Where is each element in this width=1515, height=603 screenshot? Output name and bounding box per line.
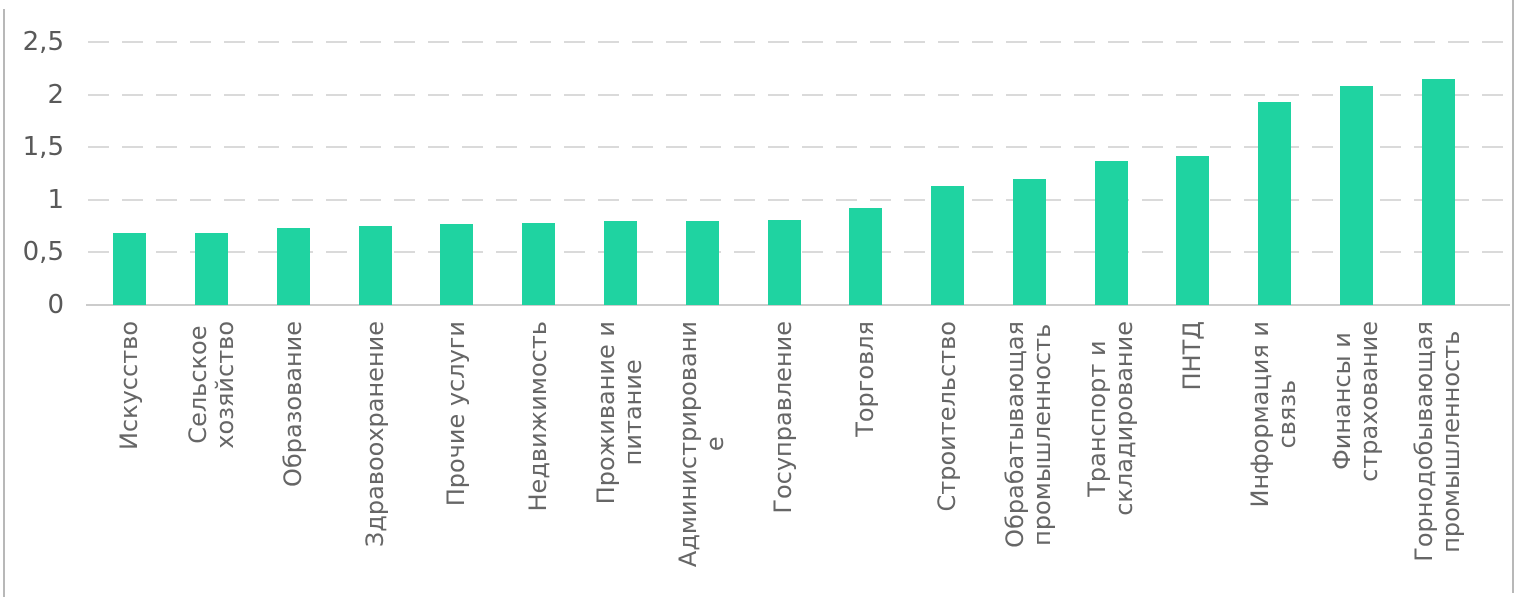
bar-cell [1070, 42, 1152, 305]
x-label-cell: Информация и связь [1234, 321, 1316, 508]
x-category-label: Недвижимость [524, 321, 553, 512]
x-label-cell: Сельское хозяйство [171, 321, 253, 449]
bar [849, 208, 883, 305]
bar [767, 219, 801, 305]
y-tick-label: 1,5 [22, 132, 64, 163]
x-category-label: Госуправление [769, 321, 798, 514]
y-tick-label: 2,5 [22, 27, 64, 57]
gridline [88, 146, 1509, 149]
bar-cell [907, 42, 989, 305]
bar [522, 222, 556, 305]
bars-row [89, 42, 1479, 305]
bar-cell [825, 42, 907, 305]
x-label-cell: Проживание и питание [580, 321, 662, 504]
x-category-label: Финансы и страхование [1328, 321, 1384, 482]
bar [1339, 86, 1373, 305]
y-tick-label: 0,5 [22, 237, 64, 268]
bar [1421, 78, 1455, 305]
x-label-cell: Обрабатывающая промышленность [988, 321, 1070, 548]
bar-cell [171, 42, 253, 305]
x-category-label: Транспорт и складирование [1082, 321, 1139, 516]
bar [195, 233, 229, 305]
x-category-label: Здравоохранение [360, 321, 389, 548]
gridline [88, 41, 1509, 43]
x-category-label: Прочие услуги [442, 321, 471, 507]
card-border-left [3, 9, 5, 597]
bar-cell [416, 42, 498, 305]
x-label-cell: Образование [253, 321, 335, 487]
x-category-label: Торговля [851, 321, 880, 437]
x-label-cell: Финансы и страхование [1315, 321, 1397, 482]
x-label-cell: Недвижимость [498, 321, 580, 511]
x-category-label: Проживание и питание [592, 321, 648, 505]
bar [685, 220, 719, 305]
x-category-label: Информация и связь [1246, 321, 1302, 508]
y-tick-label: 1 [47, 184, 64, 215]
bar [1176, 155, 1210, 305]
x-label-cell: Искусство [89, 321, 171, 450]
bar [1094, 160, 1128, 305]
gridline [88, 93, 1509, 96]
bar-cell [1152, 42, 1234, 305]
x-label-cell: Госуправление [743, 321, 825, 514]
bar-cell [580, 42, 662, 305]
x-axis-line [86, 304, 1510, 306]
bar-cell [1315, 42, 1397, 305]
x-category-label: ПНТД [1178, 321, 1207, 391]
bar-cell [743, 42, 825, 305]
x-label-cell: Прочие услуги [416, 321, 498, 506]
bar-cell [253, 42, 335, 305]
x-label-cell: Транспорт и складирование [1070, 321, 1152, 516]
bar-cell [988, 42, 1070, 305]
x-category-label: Обрабатывающая промышленность [1001, 321, 1057, 548]
x-category-label: Горнодобывающая промышленность [1410, 321, 1466, 562]
bar [440, 224, 474, 305]
bar [1012, 178, 1046, 305]
x-label-cell: Торговля [825, 321, 907, 437]
x-category-label: Сельское хозяйство [183, 321, 239, 449]
bar-cell [1234, 42, 1316, 305]
bar-cell [661, 42, 743, 305]
bar-cell [334, 42, 416, 305]
bar-cell [1397, 42, 1479, 305]
y-tick-label: 2 [47, 79, 64, 110]
x-label-cell: Здравоохранение [334, 321, 416, 547]
x-category-label: Искусство [115, 321, 144, 451]
bar [1258, 101, 1292, 305]
x-axis-labels: Искусство Сельское хозяйство Образование Зд… [89, 321, 1479, 567]
x-category-label: Строительство [932, 321, 961, 512]
bar [931, 186, 965, 305]
y-tick-label: 0 [47, 290, 64, 320]
bar-cell [89, 42, 171, 305]
x-label-cell: Горнодобывающая промышленность [1397, 321, 1479, 562]
x-label-cell: Администрировани е [661, 321, 743, 567]
card-border-right [1512, 0, 1514, 593]
bar-cell [498, 42, 580, 305]
bar [113, 233, 147, 305]
x-label-cell: Строительство [907, 321, 989, 512]
x-category-label: Образование [278, 321, 307, 487]
gridline [88, 198, 1509, 201]
bar [358, 226, 392, 305]
x-label-cell: ПНТД [1152, 321, 1234, 391]
bar [603, 220, 637, 305]
x-category-label: Администрировани е [674, 321, 730, 568]
bar [276, 228, 310, 305]
